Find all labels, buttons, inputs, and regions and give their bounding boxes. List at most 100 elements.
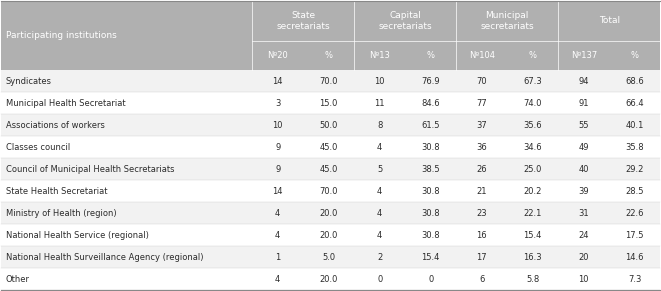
Text: 3: 3 (275, 99, 280, 108)
Text: 22.1: 22.1 (524, 209, 542, 218)
Text: State
secretariats: State secretariats (276, 11, 330, 31)
Text: 5.8: 5.8 (526, 275, 539, 284)
Text: 30.8: 30.8 (422, 187, 440, 196)
Text: 40.1: 40.1 (625, 121, 644, 130)
Text: 9: 9 (275, 165, 280, 174)
Text: 20.0: 20.0 (319, 275, 338, 284)
Text: 26: 26 (477, 165, 487, 174)
Text: 28.5: 28.5 (625, 187, 644, 196)
Text: 30.8: 30.8 (422, 143, 440, 152)
Bar (1, 158, 660, 180)
Text: 5: 5 (377, 165, 382, 174)
Text: 0: 0 (377, 275, 382, 284)
Text: 55: 55 (578, 121, 589, 130)
Text: 20: 20 (578, 253, 589, 262)
Text: 15.4: 15.4 (422, 253, 440, 262)
Text: Other: Other (6, 275, 30, 284)
Text: 6: 6 (479, 275, 485, 284)
Text: 14.6: 14.6 (625, 253, 644, 262)
Text: 30.8: 30.8 (422, 231, 440, 240)
Text: 20.2: 20.2 (524, 187, 542, 196)
Text: 11: 11 (375, 99, 385, 108)
Text: 30.8: 30.8 (422, 209, 440, 218)
Text: 14: 14 (272, 77, 283, 86)
Text: 61.5: 61.5 (422, 121, 440, 130)
Text: 9: 9 (275, 143, 280, 152)
Text: %: % (529, 51, 537, 60)
Bar (1, 70, 660, 92)
Text: 16.3: 16.3 (524, 253, 542, 262)
Text: 4: 4 (377, 231, 382, 240)
Text: 35.8: 35.8 (625, 143, 644, 152)
Text: 20.0: 20.0 (319, 231, 338, 240)
Text: %: % (427, 51, 435, 60)
Bar (1, 114, 660, 136)
Text: 5.0: 5.0 (322, 253, 335, 262)
Text: Municipal Health Secretariat: Municipal Health Secretariat (6, 99, 126, 108)
Text: 49: 49 (578, 143, 589, 152)
Text: Municipal
secretariats: Municipal secretariats (481, 11, 534, 31)
Text: Ministry of Health (region): Ministry of Health (region) (6, 209, 116, 218)
Text: 4: 4 (275, 275, 280, 284)
Text: Syndicates: Syndicates (6, 77, 52, 86)
Text: 24: 24 (578, 231, 589, 240)
Text: 10: 10 (578, 275, 589, 284)
Bar (1, 224, 660, 246)
Text: 37: 37 (477, 121, 487, 130)
Text: Classes council: Classes council (6, 143, 70, 152)
Text: 17: 17 (477, 253, 487, 262)
Text: 4: 4 (377, 143, 382, 152)
Text: 38.5: 38.5 (422, 165, 440, 174)
Bar (1, 1, 660, 70)
Text: 15.0: 15.0 (319, 99, 338, 108)
Text: 35.6: 35.6 (524, 121, 542, 130)
Text: 7.3: 7.3 (628, 275, 641, 284)
Text: 23: 23 (477, 209, 487, 218)
Text: 29.2: 29.2 (625, 165, 644, 174)
Bar (1, 268, 660, 290)
Text: 10: 10 (375, 77, 385, 86)
Text: 21: 21 (477, 187, 487, 196)
Text: 36: 36 (477, 143, 487, 152)
Text: 45.0: 45.0 (319, 143, 338, 152)
Text: 17.5: 17.5 (625, 231, 644, 240)
Text: 10: 10 (272, 121, 283, 130)
Text: 15.4: 15.4 (524, 231, 542, 240)
Text: Council of Municipal Health Secretariats: Council of Municipal Health Secretariats (6, 165, 175, 174)
Text: 4: 4 (275, 209, 280, 218)
Text: 70.0: 70.0 (319, 77, 338, 86)
Text: 68.6: 68.6 (625, 77, 644, 86)
Text: Nº104: Nº104 (469, 51, 495, 60)
Text: 31: 31 (578, 209, 589, 218)
Text: Capital
secretariats: Capital secretariats (379, 11, 432, 31)
Text: 16: 16 (477, 231, 487, 240)
Text: Nº13: Nº13 (369, 51, 390, 60)
Text: 14: 14 (272, 187, 283, 196)
Text: 2: 2 (377, 253, 382, 262)
Text: 20.0: 20.0 (319, 209, 338, 218)
Text: 0: 0 (428, 275, 434, 284)
Text: Associations of workers: Associations of workers (6, 121, 105, 130)
Text: 74.0: 74.0 (524, 99, 542, 108)
Text: 39: 39 (578, 187, 589, 196)
Text: 70: 70 (477, 77, 487, 86)
Text: 94: 94 (578, 77, 589, 86)
Text: Participating institutions: Participating institutions (6, 31, 117, 40)
Text: 91: 91 (578, 99, 589, 108)
Bar (1, 136, 660, 158)
Text: 4: 4 (377, 209, 382, 218)
Text: 8: 8 (377, 121, 383, 130)
Text: 76.9: 76.9 (422, 77, 440, 86)
Text: State Health Secretariat: State Health Secretariat (6, 187, 108, 196)
Bar (1, 246, 660, 268)
Text: 67.3: 67.3 (524, 77, 542, 86)
Bar (1, 92, 660, 114)
Text: Total: Total (599, 17, 620, 26)
Text: 77: 77 (477, 99, 487, 108)
Text: 4: 4 (377, 187, 382, 196)
Text: 22.6: 22.6 (625, 209, 644, 218)
Text: Nº137: Nº137 (570, 51, 597, 60)
Text: 1: 1 (275, 253, 280, 262)
Text: 50.0: 50.0 (319, 121, 338, 130)
Text: 34.6: 34.6 (524, 143, 542, 152)
